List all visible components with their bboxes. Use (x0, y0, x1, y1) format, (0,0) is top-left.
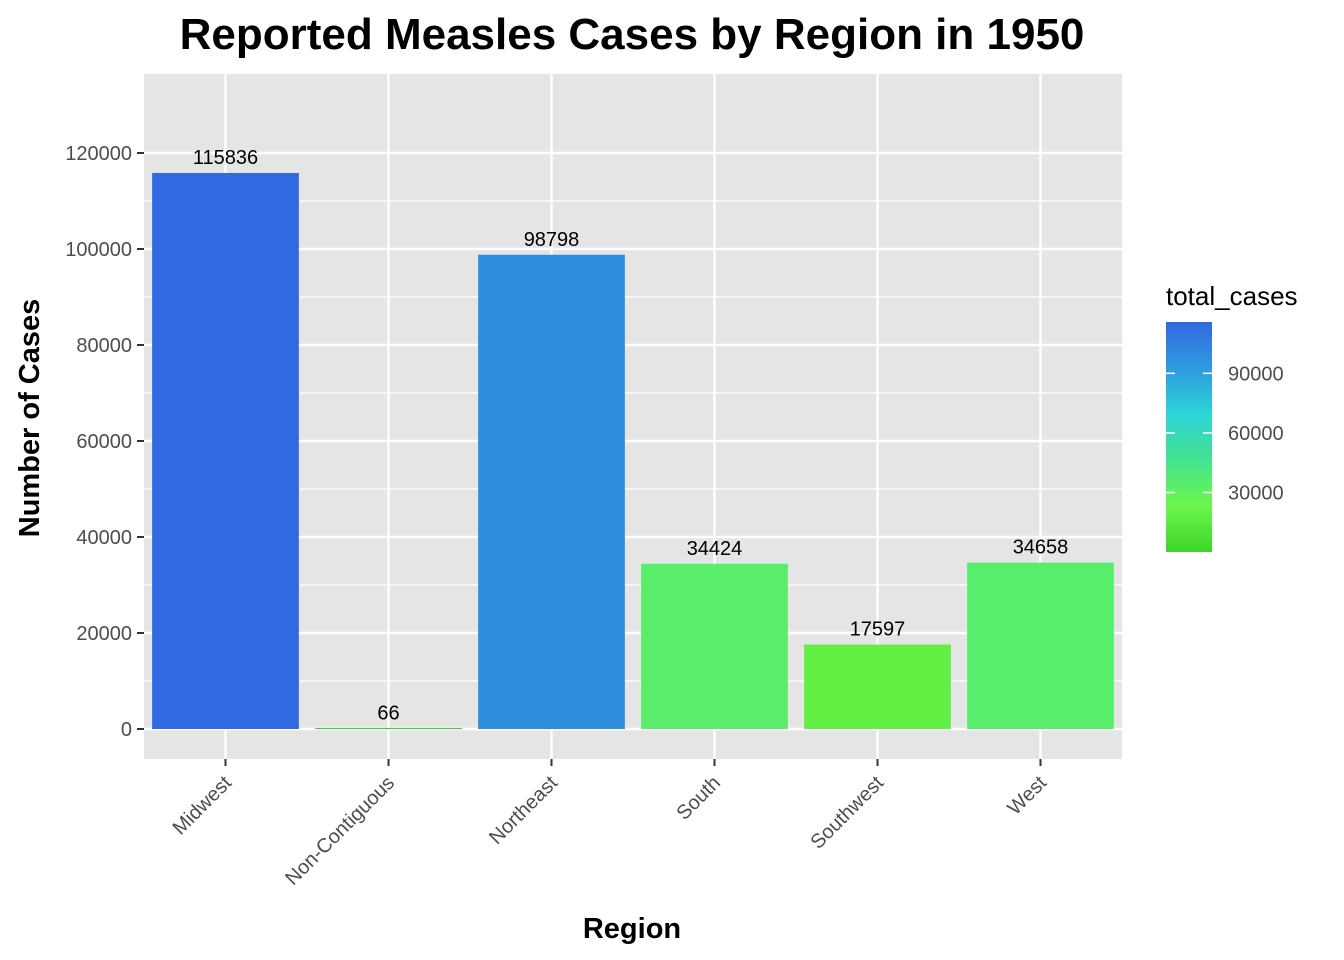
y-tick-label: 100000 (65, 239, 132, 261)
bar-southwest (804, 644, 951, 729)
legend-tick-label: 30000 (1228, 483, 1284, 505)
data-label: 34424 (687, 538, 743, 560)
legend-colorbar (1166, 322, 1212, 552)
data-label: 17597 (850, 619, 906, 641)
bar-south (641, 563, 788, 729)
data-label: 98798 (524, 229, 580, 251)
data-label: 34658 (1013, 537, 1069, 559)
y-tick-label: 40000 (76, 527, 132, 549)
chart-title: Reported Measles Cases by Region in 1950 (180, 10, 1085, 59)
data-label: 115836 (193, 147, 258, 169)
y-tick-label: 0 (121, 719, 132, 741)
x-axis-title: Region (583, 913, 681, 945)
legend: 30000 60000 90000 (1166, 322, 1284, 552)
bar-midwest (152, 172, 299, 730)
bar-west (967, 562, 1114, 729)
y-axis-title: Number of Cases (14, 299, 46, 538)
y-tick-label: 80000 (76, 335, 132, 357)
bar-northeast (478, 254, 625, 730)
legend-tick-label: 60000 (1228, 423, 1284, 445)
y-tick-label: 20000 (76, 623, 132, 645)
plot-panel (144, 74, 1122, 759)
bars: 115836 66 98798 34424 17597 34658 (152, 147, 1114, 730)
legend-title: total_cases (1166, 281, 1298, 311)
legend-tick-label: 90000 (1228, 363, 1284, 385)
y-axis: 0 20000 40000 60000 80000 100000 120000 (65, 143, 144, 741)
bar-non-contiguous (315, 728, 462, 729)
y-tick-label: 120000 (65, 143, 132, 165)
data-label: 66 (377, 703, 399, 725)
y-tick-label: 60000 (76, 431, 132, 453)
